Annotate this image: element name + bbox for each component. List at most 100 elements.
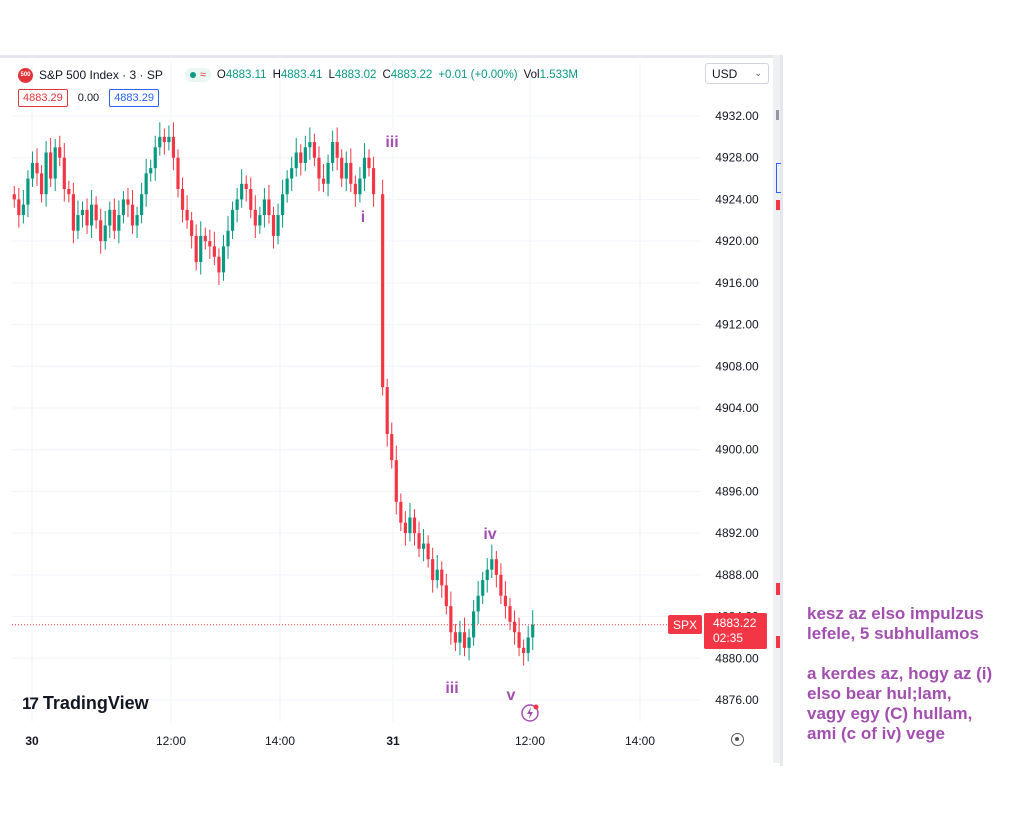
candle-body: [317, 157, 321, 179]
axis-side-marker: [776, 163, 781, 193]
candle-body: [426, 543, 430, 560]
x-tick-label: 12:00: [156, 734, 186, 748]
candle-body: [490, 559, 494, 570]
y-tick-label: 4920.00: [715, 234, 759, 248]
candle-body: [344, 162, 348, 179]
candle-body: [53, 147, 57, 179]
candle-body: [140, 194, 144, 216]
close-value: 4883.22: [390, 69, 433, 81]
bid-ask-row: 4883.29 0.00 4883.29: [18, 89, 159, 107]
low-value: 4883.02: [334, 69, 377, 81]
candle-body: [89, 204, 94, 226]
candle-body: [217, 256, 221, 273]
candle-body: [240, 183, 244, 200]
candle-body: [212, 246, 216, 257]
tradingview-wordmark: TradingView: [42, 693, 149, 713]
candle-body: [130, 204, 135, 226]
y-tick-label: 4892.00: [715, 526, 759, 540]
chart-legend: 500 S&P 500 Index · 3 · SP ≈ O4883.11 H4…: [18, 66, 578, 84]
candle-body: [94, 204, 98, 221]
candle-body: [390, 434, 394, 461]
high-value: 4883.41: [280, 69, 323, 81]
y-tick-label: 4932.00: [715, 109, 759, 123]
ohlc-high: H4883.41: [273, 69, 323, 81]
candle-body: [103, 225, 107, 242]
candle-body: [67, 189, 71, 195]
candle-body: [258, 215, 262, 226]
high-label: H: [272, 69, 281, 81]
candle-body: [412, 517, 417, 534]
candle-body: [249, 189, 253, 210]
spread-value: 0.00: [77, 92, 100, 104]
candle-body: [144, 173, 148, 195]
candle-body: [76, 215, 80, 231]
y-tick-label: 4928.00: [715, 151, 759, 165]
sell-price-button[interactable]: 4883.29: [18, 89, 68, 107]
candle-body: [371, 168, 376, 195]
note-paragraph-1: kesz az elso impulzus lefele, 5 subhulla…: [807, 604, 984, 643]
y-tick-label: 4888.00: [715, 568, 759, 582]
price-chart[interactable]: 4932.00 4928.00 4924.00 4920.00 4916.00 4912.…: [0, 0, 780, 763]
x-tick-label: 14:00: [265, 734, 295, 748]
candle-body: [435, 569, 439, 581]
candle-body: [17, 199, 21, 216]
market-status-badge[interactable]: ≈: [184, 68, 211, 82]
candle-body: [494, 559, 498, 575]
annotation-note: kesz az elso impulzus lefele, 5 subhulla…: [807, 604, 1022, 764]
candle-body: [526, 637, 530, 654]
candle-body: [531, 624, 535, 638]
open-value: 4883.11: [225, 69, 267, 81]
y-tick-label: 4912.00: [715, 318, 759, 332]
settings-gear-icon[interactable]: [731, 733, 744, 746]
candle-body: [522, 647, 526, 654]
candle-body: [85, 209, 89, 226]
candle-body: [171, 136, 176, 158]
candle-body: [381, 194, 385, 388]
candle-body: [285, 178, 289, 195]
candle-body: [485, 569, 489, 581]
candle-body: [162, 136, 166, 143]
bar-countdown: 02:35: [713, 631, 744, 645]
candle-body: [353, 183, 357, 195]
candle-body: [385, 387, 389, 435]
wave-icon: ≈: [199, 69, 206, 81]
x-tick-label: 30: [25, 734, 39, 748]
candle-body: [508, 606, 512, 622]
candle-body: [112, 209, 116, 231]
candle-body: [303, 147, 307, 163]
x-tick-label: 14:00: [625, 734, 655, 748]
candle-body: [449, 606, 453, 633]
chevron-down-icon: ⌄: [754, 68, 762, 78]
candle-body: [331, 142, 335, 163]
volume-label: Vol: [523, 69, 540, 81]
candle-body: [190, 220, 194, 236]
candle-body: [99, 220, 103, 242]
symbol-price-label: SPX: [668, 615, 702, 634]
tradingview-logo[interactable]: 17 TradingView: [22, 693, 149, 714]
symbol-title[interactable]: S&P 500 Index · 3 · SP: [39, 68, 163, 82]
candle-body: [58, 147, 62, 158]
candle-body: [235, 199, 239, 210]
candle-body: [462, 632, 467, 648]
candle-body: [167, 136, 171, 143]
candle-body: [12, 194, 16, 200]
candle-body: [458, 632, 462, 643]
currency-select[interactable]: USD ⌄: [705, 63, 769, 84]
chart-pane[interactable]: [0, 55, 783, 766]
candle-body: [271, 215, 276, 236]
candle-body: [481, 580, 485, 596]
axis-side-marker: [776, 583, 780, 595]
volume-value: 1.533M: [539, 69, 578, 81]
candle-body: [512, 621, 517, 633]
candle-body: [185, 209, 189, 221]
wave-label: iii: [445, 680, 458, 697]
candle-body: [208, 241, 212, 247]
x-tick-label: 31: [386, 734, 400, 748]
open-label: O: [216, 69, 226, 81]
change-value: +0.01 (+0.00%): [438, 69, 518, 81]
candle-body: [80, 209, 85, 216]
candle-body: [472, 611, 476, 638]
candle-body: [35, 162, 39, 174]
candle-body: [176, 157, 180, 189]
buy-price-button[interactable]: 4883.29: [109, 89, 159, 107]
